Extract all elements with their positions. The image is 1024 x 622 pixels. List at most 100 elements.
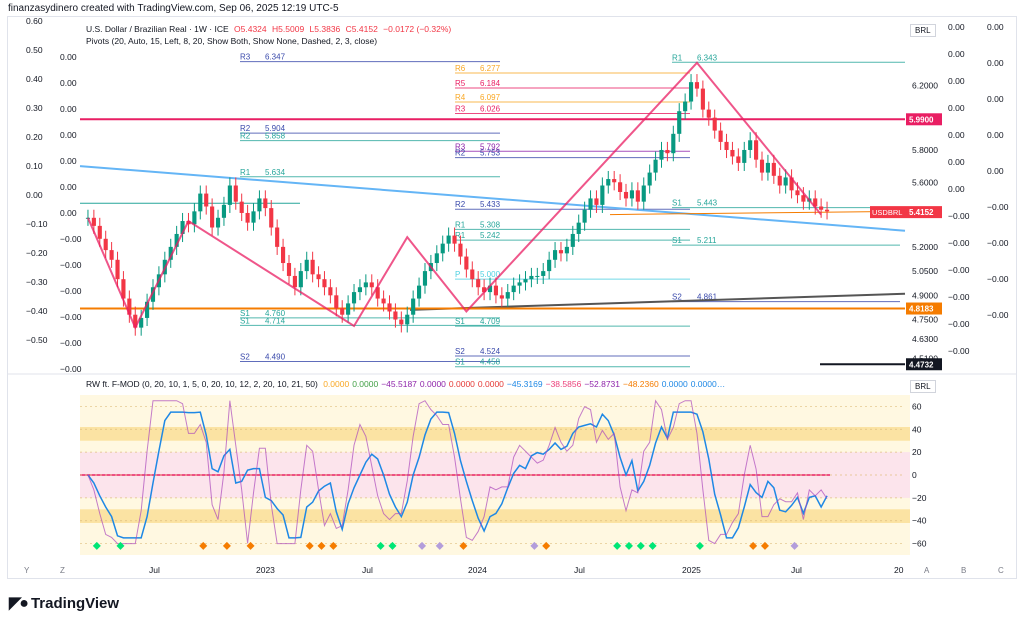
osc-tick-4: −20 <box>912 493 927 503</box>
candle-body-102 <box>688 82 694 102</box>
legend-open: O5.4324 <box>234 24 267 34</box>
pivot-label-20: S1 <box>455 358 465 367</box>
candle-body-83 <box>576 222 581 234</box>
price-tag-bg-1 <box>906 206 942 219</box>
right-scale-b-5: −0.00 <box>987 202 1009 212</box>
left-scale-b-9: −0.00 <box>60 286 82 296</box>
osc-tick-6: −60 <box>912 539 927 549</box>
candle-body-93 <box>635 190 640 202</box>
candle-body-90 <box>618 182 623 192</box>
candle-body-46 <box>357 287 363 293</box>
candle-body-43 <box>340 308 345 315</box>
osc-marker-3 <box>222 541 231 550</box>
candle-body-16 <box>180 221 185 234</box>
osc-blue-line <box>87 411 828 539</box>
x-tick-4: Jul <box>574 565 585 575</box>
x-tick-5: 2025 <box>682 565 701 575</box>
candle-body-106 <box>712 117 717 131</box>
price-tag-bg-3 <box>906 358 942 371</box>
candle-body-62 <box>452 235 457 244</box>
osc-marker-11 <box>435 541 444 550</box>
right-scale-a-5: 0.00 <box>948 157 965 167</box>
price-tick-0: 6.2000 <box>912 80 938 90</box>
osc-marker-19 <box>695 541 704 550</box>
zigzag-line <box>87 61 822 330</box>
left-scale-b-4: 0.00 <box>60 156 77 166</box>
candle-body-54 <box>405 314 410 325</box>
pivot-value-22: 6.347 <box>265 53 286 62</box>
trendline-down <box>79 165 906 232</box>
brand-name: TradingView <box>30 594 120 612</box>
pivot-label-12: S1 <box>672 236 682 245</box>
osc-marker-7 <box>329 541 338 550</box>
candle-body-6 <box>121 279 126 299</box>
bottom-left-btn-0: Y <box>24 566 30 575</box>
price-tag-3: 4.4732 <box>909 360 934 369</box>
x-tick-6: Jul <box>791 565 802 575</box>
osc-marker-13 <box>530 541 539 550</box>
candle-body-49 <box>375 287 380 299</box>
pivot-label-18: S2 <box>455 347 465 356</box>
left-scale-a-2: 0.40 <box>26 74 43 84</box>
pivot-label-4: R2 <box>240 124 251 133</box>
left-scale-a-8: −0.20 <box>26 248 48 258</box>
candle-body-50 <box>381 298 386 304</box>
left-scale-b-5: 0.00 <box>60 182 77 192</box>
candle-body-87 <box>600 185 605 205</box>
right-scale-b-2: 0.00 <box>987 94 1004 104</box>
price-tick-1: 5.8000 <box>912 145 938 155</box>
candle-body-47 <box>363 282 368 288</box>
pivot-value-5: 5.792 <box>480 142 501 151</box>
candle-body-68 <box>487 285 493 293</box>
pivot-label-9: S1 <box>672 199 682 208</box>
candle-body-3 <box>103 238 108 251</box>
currency-osc[interactable]: BRL <box>910 380 936 393</box>
candle-body-24 <box>227 185 232 205</box>
left-scale-b-3: 0.00 <box>60 130 77 140</box>
pivot-value-0: 6.277 <box>480 64 501 73</box>
pivot-value-14: 4.861 <box>697 293 718 302</box>
left-scale-b-12: −0.00 <box>60 364 82 374</box>
osc-tick-5: −40 <box>912 516 927 526</box>
candle-body-101 <box>683 101 688 112</box>
right-scale-a-6: 0.00 <box>948 184 965 194</box>
osc-marker-4 <box>246 541 255 550</box>
candle-body-88 <box>606 179 611 186</box>
candle-body-45 <box>351 292 357 304</box>
tag-symbol-bg-1 <box>870 206 906 219</box>
legend-change: −0.0172 (−0.32%) <box>383 24 452 34</box>
bottom-right-btn-1: B <box>961 566 966 575</box>
osc-marker-17 <box>636 541 645 550</box>
x-tick-1: 2023 <box>256 565 275 575</box>
candle-body-78 <box>547 259 552 272</box>
candle-body-59 <box>434 253 439 264</box>
candle-body-98 <box>665 149 670 154</box>
pivot-label-5: R3 <box>455 142 466 151</box>
oscillator-value-0: 0.0000 <box>323 379 350 389</box>
right-scale-a-2: 0.00 <box>948 76 965 86</box>
oscillator-value-8: −52.8731 <box>584 379 621 389</box>
candle-body-89 <box>612 179 617 183</box>
candle-body-5 <box>115 259 120 280</box>
candle-body-63 <box>458 243 463 257</box>
candle-body-111 <box>742 149 747 163</box>
candle-body-103 <box>694 82 700 89</box>
candle-body-48 <box>369 282 374 288</box>
candle-body-25 <box>233 185 238 202</box>
pivot-value-7: 5.634 <box>265 168 286 177</box>
candle-body-26 <box>239 201 244 213</box>
candle-body-104 <box>700 88 705 110</box>
candle-body-77 <box>541 271 546 276</box>
oscillator-name: RW ft. F-MOD (0, 20, 10, 1, 5, 0, 20, 10… <box>86 379 318 389</box>
candle-body-51 <box>387 303 392 312</box>
x-tick-3: 2024 <box>468 565 487 575</box>
currency-top[interactable]: BRL <box>910 24 936 37</box>
candle-body-35 <box>292 275 297 288</box>
candle-body-116 <box>771 162 776 176</box>
osc-marker-2 <box>199 541 208 550</box>
pivot-value-1: 6.184 <box>480 79 501 88</box>
candle-body-4 <box>109 250 114 260</box>
candle-body-53 <box>399 319 404 325</box>
candle-body-125 <box>824 209 830 212</box>
